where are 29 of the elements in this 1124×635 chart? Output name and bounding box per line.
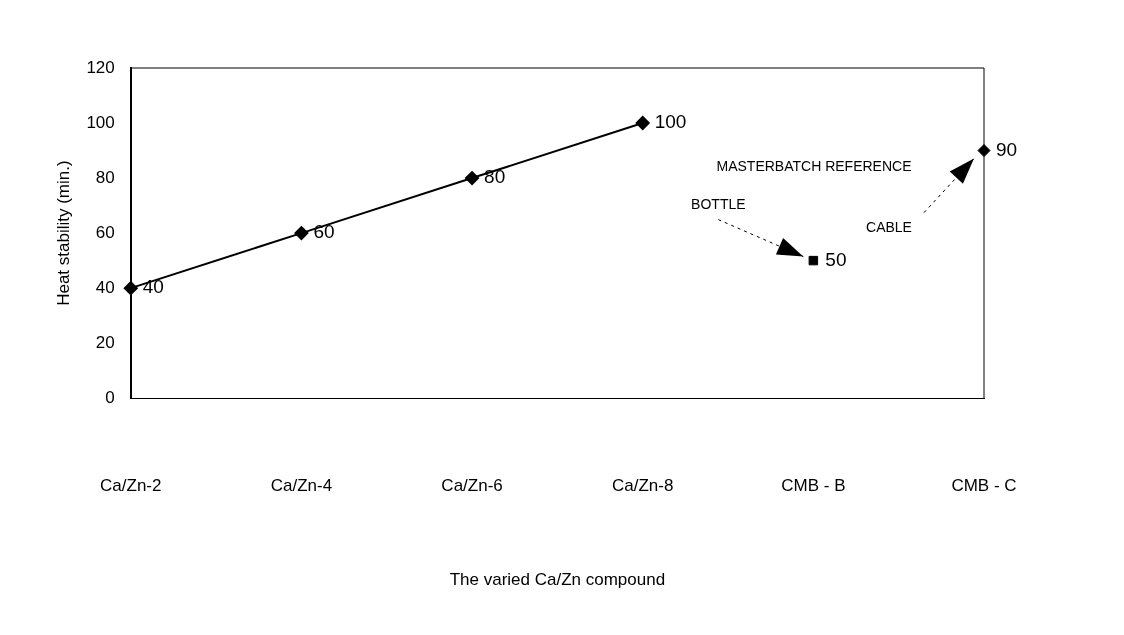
annotation: MASTERBATCH REFERENCE [716, 157, 912, 174]
y-tick-label: 80 [95, 167, 115, 187]
point [465, 171, 480, 186]
data-label: 80 [484, 166, 506, 188]
annotation: BOTTLE [691, 196, 746, 213]
x-tick-label: CMB - B [781, 476, 846, 496]
y-tick-label: 100 [86, 112, 115, 132]
annotation: CABLE [866, 219, 912, 236]
y-tick-label: 60 [95, 222, 115, 242]
x-tick-label: CMB - C [951, 476, 1017, 496]
data-label: 40 [142, 276, 164, 298]
y-tick-label: 0 [105, 387, 115, 407]
y-tick-label: 120 [86, 57, 115, 77]
point [635, 116, 650, 131]
y-axis-title: Heat stability (min.) [53, 160, 73, 306]
x-tick-label: Ca/Zn-6 [441, 476, 503, 496]
data-label: 90 [996, 138, 1018, 160]
y-tick-label: 20 [95, 332, 115, 352]
y-tick-label: 40 [95, 277, 115, 297]
data-label: 60 [313, 221, 335, 243]
point [123, 281, 138, 296]
data-label: 50 [825, 248, 847, 270]
x-tick-label: Ca/Zn-8 [611, 476, 674, 496]
point [294, 226, 309, 241]
point [808, 255, 819, 266]
x-tick-label: Ca/Zn-2 [100, 476, 162, 496]
x-axis-title: The varied Ca/Zn compound [449, 570, 666, 590]
data-label: 100 [654, 111, 687, 133]
x-tick-label: Ca/Zn-4 [270, 476, 333, 496]
